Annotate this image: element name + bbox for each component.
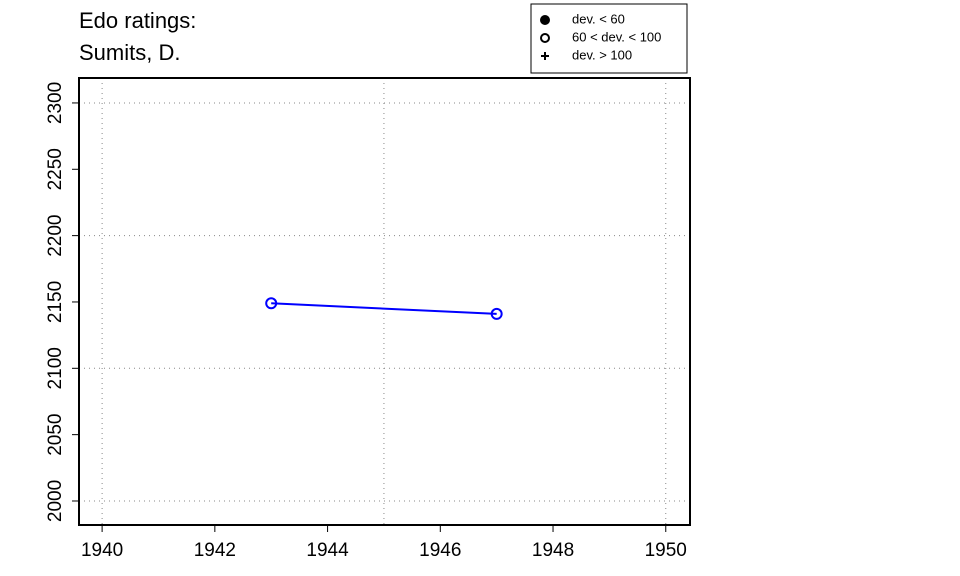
x-tick-label: 1942 [194,540,236,561]
legend-label: dev. > 100 [572,47,632,62]
x-tick-label: 1944 [306,540,349,561]
y-tick-label: 2200 [45,214,66,256]
x-tick-label: 1940 [81,540,123,561]
legend-box [530,3,688,74]
chart-title: Edo ratings: [79,8,196,33]
chart-subtitle: Sumits, D. [79,40,180,65]
y-tick-label: 2250 [45,148,66,190]
y-tick-label: 2150 [45,281,66,323]
x-tick-label: 1946 [419,540,461,561]
marker [490,307,503,320]
y-tick-label: 2050 [45,414,66,456]
y-tick-label: 2300 [45,82,66,124]
y-tick-label: 2000 [45,480,66,522]
marker [540,33,550,43]
series-line [271,302,497,315]
plot-frame [78,77,691,526]
marker [541,52,549,60]
x-tick-label: 1948 [532,540,574,561]
legend-label: dev. < 60 [572,11,625,26]
x-tick-label: 1950 [645,540,687,561]
marker [265,297,278,310]
legend-label: 60 < dev. < 100 [572,29,661,44]
y-tick-label: 2100 [45,347,66,389]
marker [540,15,550,25]
